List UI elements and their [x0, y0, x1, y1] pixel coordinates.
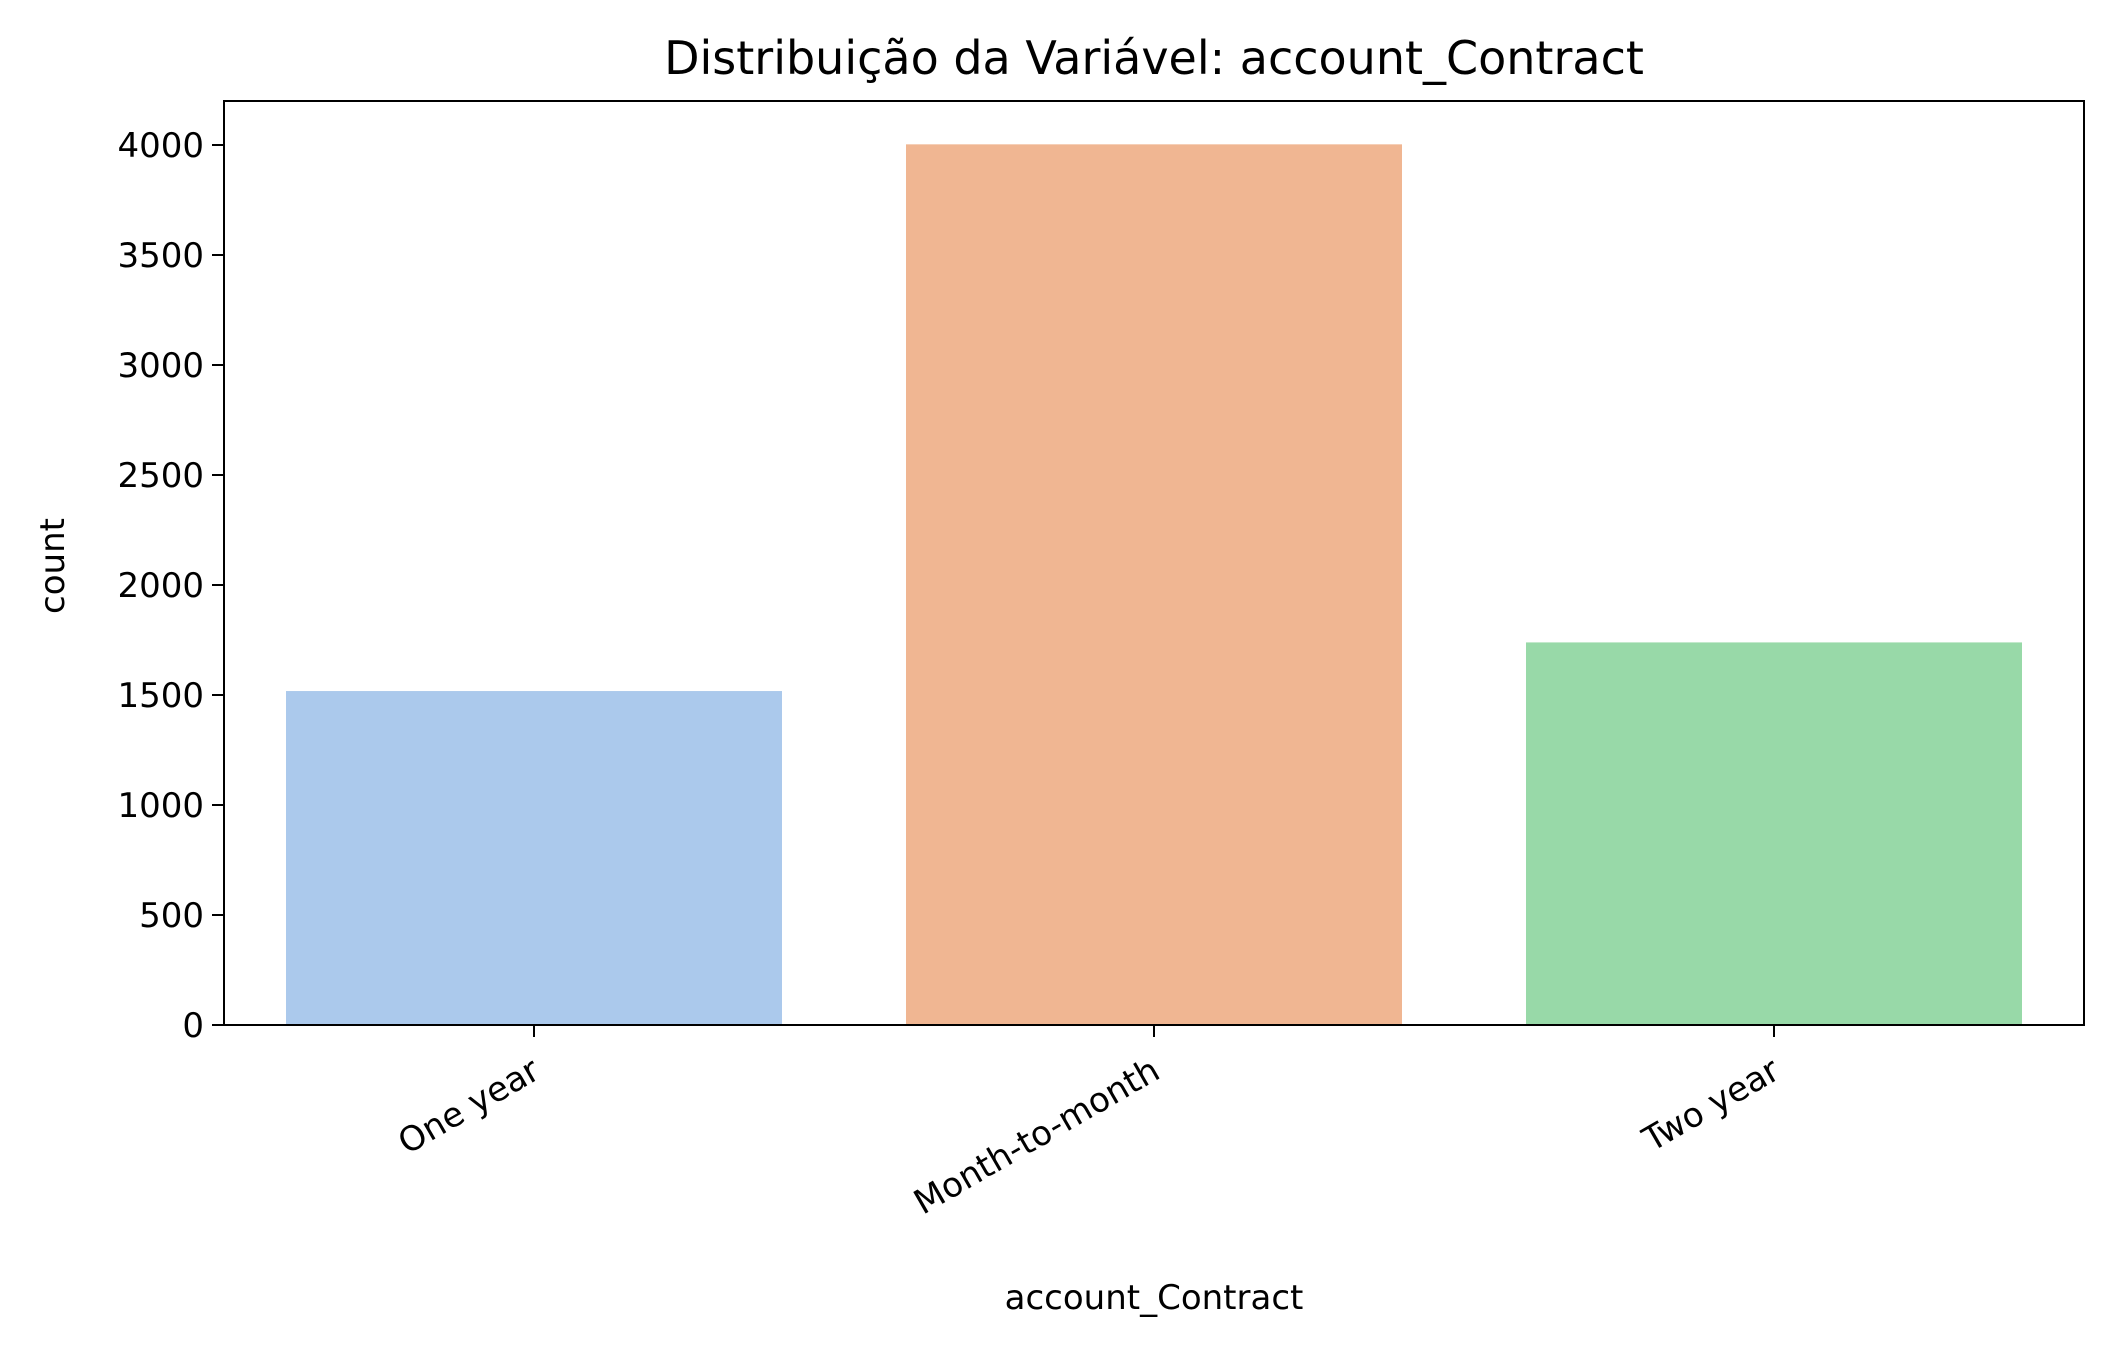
y-axis-label: count	[33, 518, 73, 614]
x-tick-label: One year	[391, 1050, 546, 1163]
y-tick-label: 4000	[117, 126, 204, 166]
x-axis-label: account_Contract	[1005, 1278, 1304, 1318]
y-tick-label: 2500	[117, 456, 204, 496]
chart-title: Distribuição da Variável: account_Contra…	[664, 31, 1644, 85]
bar-one-year	[286, 691, 782, 1025]
y-tick-label: 3000	[117, 346, 204, 386]
x-tick-label: Month-to-month	[907, 1050, 1166, 1223]
x-axis-ticks: One year Month-to-month Two year	[391, 1025, 1787, 1223]
bar-two-year	[1526, 642, 2022, 1025]
bars-group	[286, 144, 2022, 1026]
x-tick-label: Two year	[1635, 1050, 1786, 1160]
y-axis-ticks: 0 500 1000 1500 2000 2500 3000 3500 4000	[117, 126, 224, 1046]
y-tick-label: 2000	[117, 566, 204, 606]
plot-area-frame	[223, 100, 2085, 1026]
y-tick-label: 3500	[117, 236, 204, 276]
y-tick-label: 500	[139, 896, 204, 936]
y-tick-label: 1000	[117, 786, 204, 826]
y-tick-label: 0	[182, 1006, 204, 1046]
y-tick-label: 1500	[117, 676, 204, 716]
bar-month-to-month	[906, 144, 1402, 1026]
